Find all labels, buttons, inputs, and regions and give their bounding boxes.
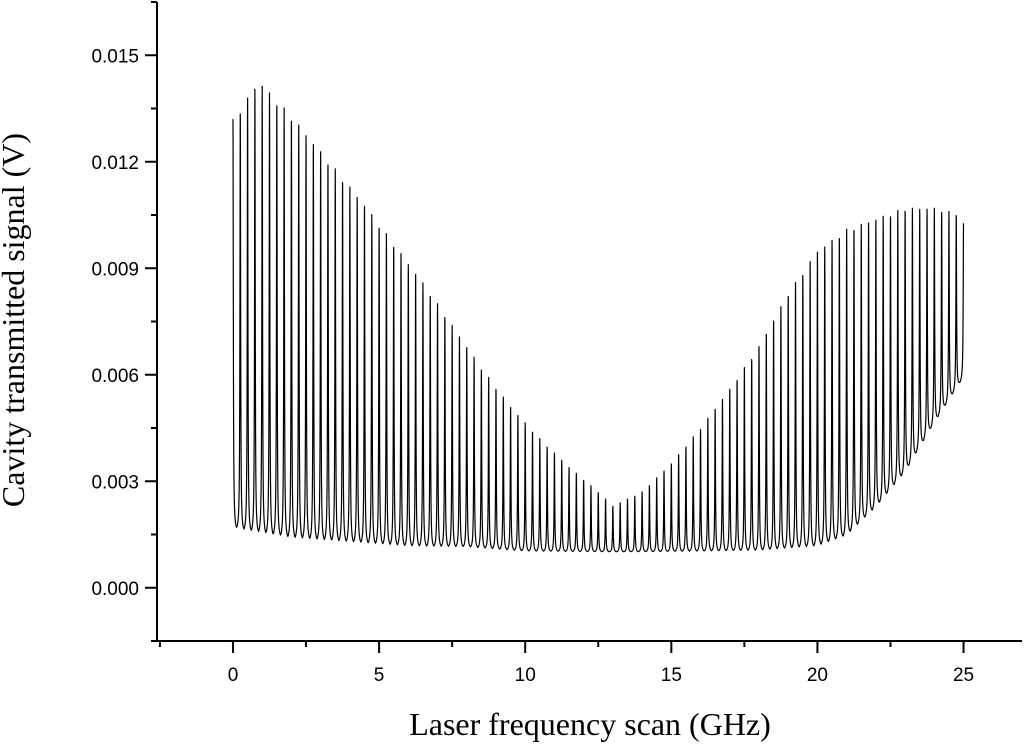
plot-area: [232, 85, 965, 553]
x-tick-label: 15: [661, 665, 682, 686]
y-tick-label: 0.000: [91, 579, 139, 600]
x-tick-label: 20: [807, 665, 828, 686]
x-tick-label: 25: [953, 665, 974, 686]
x-tick-label: 0: [228, 665, 239, 686]
y-tick-label: 0.012: [91, 153, 139, 174]
x-ticks: 0 5 10 15 20 25: [158, 641, 974, 686]
y-axis-title: Cavity transmitted signal (V): [0, 133, 31, 507]
x-tick-label: 10: [515, 665, 536, 686]
x-tick-label: 5: [374, 665, 385, 686]
x-axis-title: Laser frequency scan (GHz): [409, 706, 771, 742]
y-tick-label: 0.003: [91, 472, 139, 493]
series-line: [232, 85, 965, 553]
y-tick-label: 0.006: [91, 366, 139, 387]
y-tick-label: 0.015: [91, 46, 139, 67]
y-tick-label: 0.009: [91, 259, 139, 280]
y-ticks: 0.000 0.003 0.006 0.009 0.012 0.015: [91, 1, 157, 642]
